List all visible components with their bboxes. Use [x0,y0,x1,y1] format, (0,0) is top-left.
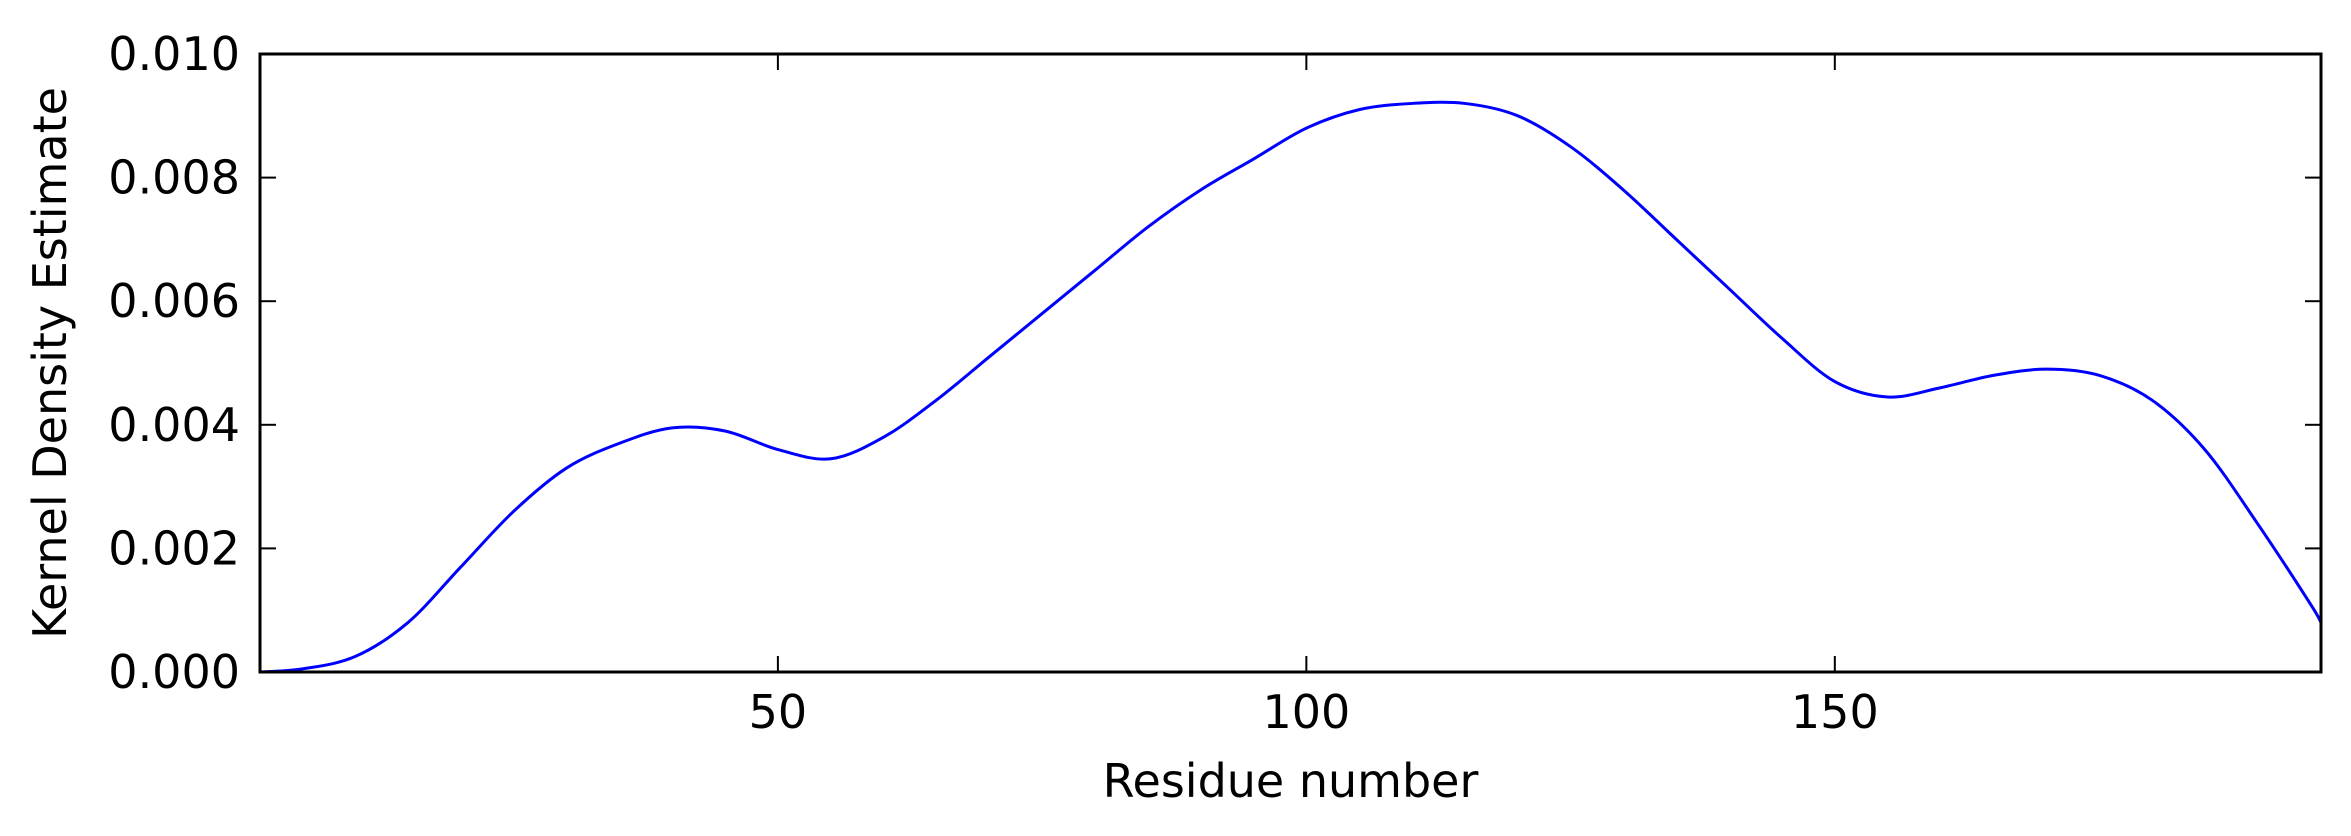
kde-curve [258,100,2323,674]
plot-frame [258,52,2323,674]
y-axis-label: Kernel Density Estimate [23,87,77,639]
plot-layer [258,100,2323,674]
y-tick-label: 0.002 [108,521,240,575]
x-tick-label: 50 [749,685,808,739]
x-tick-label: 150 [1791,685,1879,739]
x-tick-label: 100 [1262,685,1350,739]
y-tick-label: 0.004 [108,398,240,452]
y-tick-label: 0.000 [108,645,240,699]
y-tick-label: 0.010 [108,27,240,81]
x-axis-label: Residue number [1103,754,1479,808]
y-tick-label: 0.008 [108,151,240,205]
labels-layer: 50 100 150 0.000 0.002 0.004 0.006 0.008 0.010 [108,27,1878,739]
y-tick-label: 0.006 [108,274,240,328]
ticks-layer [260,53,2321,673]
